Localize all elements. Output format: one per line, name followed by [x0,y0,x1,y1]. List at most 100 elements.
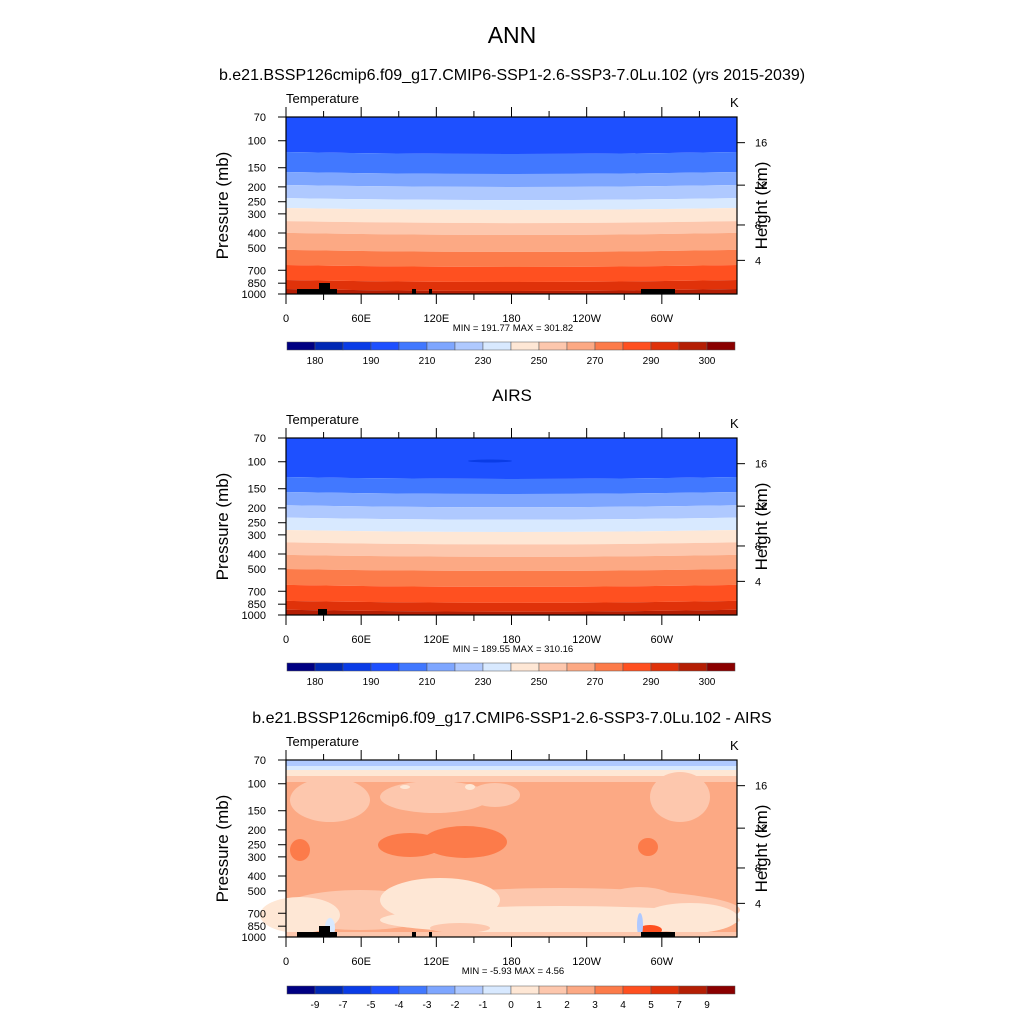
height-tick-label: 16 [755,138,767,150]
contour-band [286,289,737,294]
colorbar-swatch [370,985,400,995]
y-tick-label: 700 [248,908,266,920]
colorbar-label: 210 [419,356,436,367]
contour-cell [638,838,658,856]
contour-band [286,117,737,155]
contour-cell [465,784,475,790]
y-tick-label: 250 [248,840,266,852]
contour-band [286,766,737,770]
colorbar-swatch [370,341,400,351]
colorbar-swatch [594,662,624,672]
terrain-mask [318,609,327,615]
colorbar-swatch [342,662,372,672]
x-tick-label: 120W [572,634,601,646]
colorbar-label: 230 [475,677,492,688]
colorbar-label: 290 [643,356,660,367]
colorbar-label: 180 [307,677,324,688]
y-axis-label: Pressure (mb) [213,473,232,581]
y-axis-label-right: Height (km) [752,162,771,250]
y-tick-label: 850 [248,921,266,933]
panel-title: b.e21.BSSP126cmip6.f09_g17.CMIP6-SSP1-2.… [252,710,771,727]
colorbar-swatch [454,341,484,351]
x-tick-label: 0 [283,634,289,646]
contour-band [286,505,737,520]
y-tick-label: 250 [248,197,266,209]
x-tick-label: 120E [423,313,449,325]
y-tick-label: 100 [248,779,266,791]
y-tick-label: 70 [254,755,266,767]
terrain-mask [641,289,675,294]
colorbar-label: 210 [419,677,436,688]
y-axis-label-right: Height (km) [752,805,771,893]
colorbar-label: 300 [699,356,716,367]
colorbar-swatch [622,341,652,351]
contour-band [286,438,737,479]
panel-left-label: Temperature [286,91,359,106]
colorbar-label: 270 [587,677,604,688]
contour-band [286,232,737,252]
x-tick-label: 120E [423,956,449,968]
contour-band [286,609,737,615]
x-tick-label: 60E [351,313,371,325]
y-tick-label: 400 [248,549,266,561]
colorbar-swatch [286,985,316,995]
colorbar-swatch [314,341,344,351]
contour-band [286,584,737,603]
height-tick-label: 12 [755,180,767,192]
panel-left-label: Temperature [286,734,359,749]
terrain-mask [429,289,432,294]
colorbar-swatch [286,341,316,351]
y-axis-label: Pressure (mb) [213,152,232,260]
contour-band [286,476,737,494]
colorbar-swatch [650,985,680,995]
colorbar-label: -2 [451,1000,460,1011]
y-axis-label-right: Height (km) [752,483,771,571]
x-tick-label: 120E [423,634,449,646]
contour-band [286,932,737,937]
colorbar-label: -7 [339,1000,348,1011]
colorbar-swatch [706,341,736,351]
colorbar-label: 9 [704,1000,710,1011]
height-tick-label: 8 [755,220,761,232]
contour-cell [380,781,490,813]
colorbar-swatch [650,341,680,351]
y-tick-label: 850 [248,278,266,290]
colorbar-label: 300 [699,677,716,688]
colorbar-label: 1 [536,1000,542,1011]
colorbar-swatch [398,985,428,995]
colorbar-swatch [454,985,484,995]
contour-cell [642,903,738,933]
colorbar-label: 0 [508,1000,514,1011]
y-tick-label: 1000 [242,289,266,301]
contour-band [286,770,737,776]
y-tick-label: 1000 [242,610,266,622]
height-tick-label: 12 [755,501,767,513]
contour-band [286,207,737,224]
colorbar-label: -4 [395,1000,404,1011]
x-tick-label: 180 [502,634,520,646]
y-tick-label: 150 [248,806,266,818]
colorbar-swatch [538,985,568,995]
contour-band [286,517,737,533]
y-tick-label: 500 [248,243,266,255]
colorbar-label: 3 [592,1000,598,1011]
x-tick-label: 60E [351,634,371,646]
panel-title: b.e21.BSSP126cmip6.f09_g17.CMIP6-SSP1-2.… [219,67,805,84]
colorbar-swatch [314,985,344,995]
y-tick-label: 150 [248,484,266,496]
y-tick-label: 200 [248,825,266,837]
colorbar-swatch [566,662,596,672]
y-tick-label: 850 [248,599,266,611]
contour-band [286,184,737,201]
colorbar-swatch [342,985,372,995]
min-max-stats: MIN = 191.77 MAX = 301.82 [453,323,573,334]
figure-title: ANN [488,22,537,48]
colorbar-swatch [482,341,512,351]
contour-band [286,264,737,283]
colorbar-label: 270 [587,356,604,367]
y-axis-label: Pressure (mb) [213,795,232,903]
colorbar-swatch [678,662,708,672]
colorbar-swatch [510,985,540,995]
colorbar-swatch [566,341,596,351]
y-tick-label: 100 [248,457,266,469]
